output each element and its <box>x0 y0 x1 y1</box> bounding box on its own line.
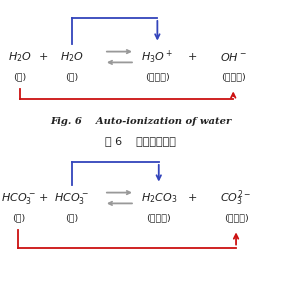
Text: (碱): (碱) <box>65 72 78 81</box>
Text: (酸): (酸) <box>13 72 26 81</box>
Text: Fig. 6    Auto-ionization of water: Fig. 6 Auto-ionization of water <box>50 117 231 126</box>
Text: $H_2O$: $H_2O$ <box>8 50 32 64</box>
Text: $OH^-$: $OH^-$ <box>220 51 247 63</box>
Text: (共轭碱): (共轭碱) <box>224 213 248 222</box>
Text: $H_2CO_3$: $H_2CO_3$ <box>140 191 177 205</box>
Text: (酸): (酸) <box>12 213 25 222</box>
Text: (碱): (碱) <box>65 213 78 222</box>
Text: (共轭酸): (共轭酸) <box>145 72 170 81</box>
Text: +: + <box>39 193 48 203</box>
Text: $HCO_3^-$: $HCO_3^-$ <box>54 190 89 206</box>
Text: $HCO_3^-$: $HCO_3^-$ <box>1 190 36 206</box>
Text: $CO_3^{2-}$: $CO_3^{2-}$ <box>220 188 252 208</box>
Text: (共轭碱): (共轭碱) <box>221 72 246 81</box>
Text: +: + <box>39 52 48 62</box>
Text: (共轭酸): (共轭酸) <box>146 213 171 222</box>
Text: $H_3O^+$: $H_3O^+$ <box>141 48 173 65</box>
Text: $H_2O$: $H_2O$ <box>60 50 84 64</box>
Text: 图 6    水的自耦电离: 图 6 水的自耦电离 <box>105 136 176 146</box>
Text: +: + <box>188 193 197 203</box>
Text: +: + <box>188 52 197 62</box>
